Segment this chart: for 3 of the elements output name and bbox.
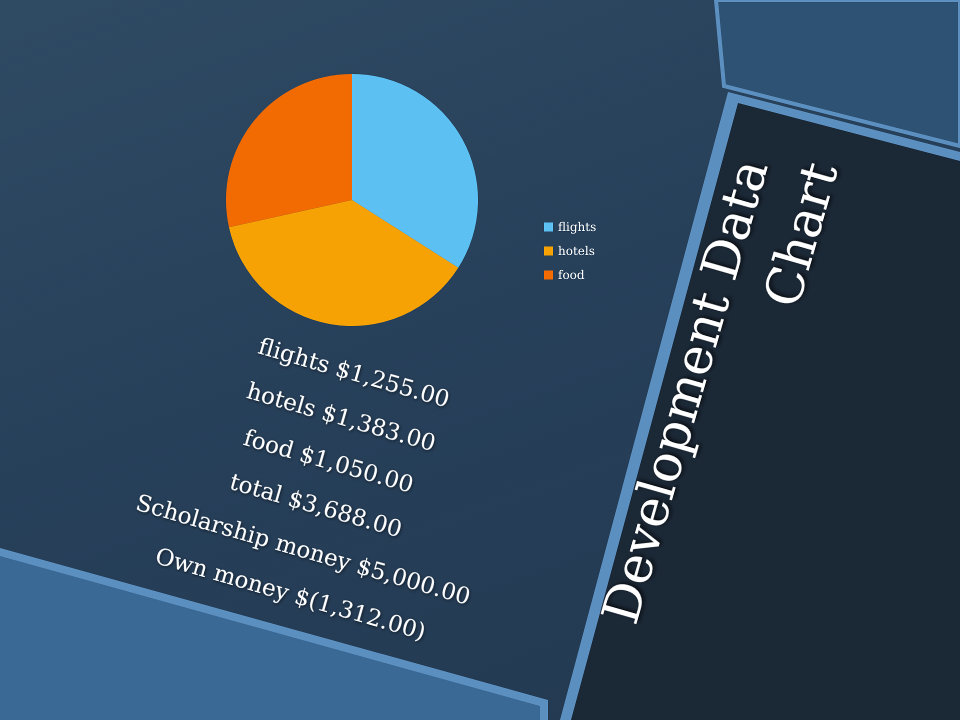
legend-label: hotels	[558, 244, 595, 258]
legend-label: food	[558, 268, 585, 282]
legend-label: flights	[558, 220, 596, 234]
